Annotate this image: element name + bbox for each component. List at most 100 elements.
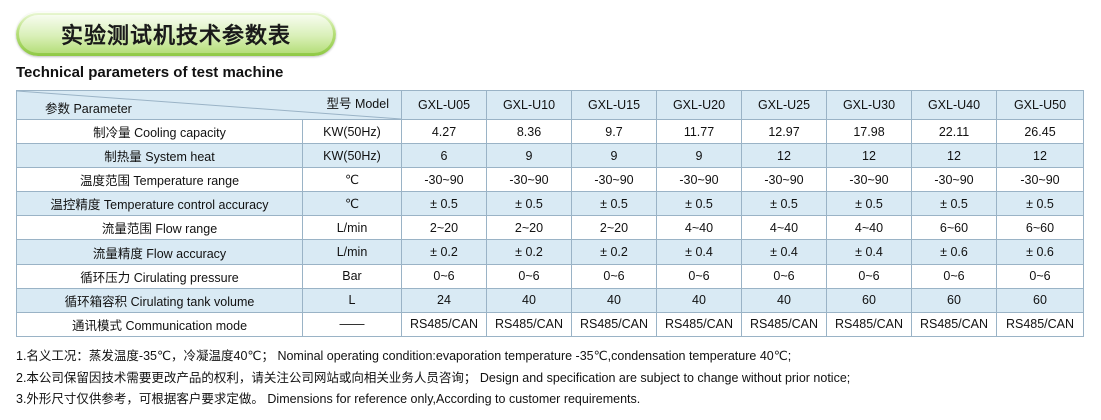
value-cell: 2~20 (401, 215, 487, 241)
title-banner-inner (19, 15, 333, 53)
unit-cell: L/min (302, 215, 402, 241)
value-cell: -30~90 (741, 167, 827, 193)
value-cell: -30~90 (826, 167, 912, 193)
value-cell: 0~6 (656, 263, 742, 289)
value-cell: ± 0.5 (486, 191, 572, 217)
value-cell: 4~40 (826, 215, 912, 241)
value-cell: RS485/CAN (401, 311, 487, 337)
value-cell: ± 0.2 (401, 239, 487, 265)
model-header-cell: GXL-U50 (996, 90, 1084, 120)
value-cell: 0~6 (401, 263, 487, 289)
value-cell: -30~90 (571, 167, 657, 193)
value-cell: 12 (826, 143, 912, 169)
model-header-cell: GXL-U10 (486, 90, 572, 120)
value-cell: 26.45 (996, 118, 1084, 145)
value-cell: 40 (486, 287, 572, 313)
parameter-name-cell: 通讯模式 Communication mode (16, 311, 303, 337)
value-cell: 17.98 (826, 118, 912, 145)
value-cell: 9 (656, 143, 742, 169)
value-cell: 11.77 (656, 118, 742, 145)
value-cell: 40 (656, 287, 742, 313)
unit-cell: L/min (302, 239, 402, 265)
parameter-name-cell: 制热量 System heat (16, 143, 303, 169)
value-cell: 24 (401, 287, 487, 313)
value-cell: 0~6 (996, 263, 1084, 289)
table-row: 制冷量 Cooling capacity KW(50Hz) 4.27 8.36 9.7 1… (16, 118, 1084, 145)
parameter-name-cell: 流量范围 Flow range (16, 215, 303, 241)
value-cell: -30~90 (911, 167, 997, 193)
value-cell: 9 (486, 143, 572, 169)
value-cell: -30~90 (996, 167, 1084, 193)
value-cell: -30~90 (656, 167, 742, 193)
value-cell: ± 0.5 (996, 191, 1084, 217)
model-header-cell: GXL-U20 (656, 90, 742, 120)
value-cell: -30~90 (401, 167, 487, 193)
page-subtitle: Technical parameters of test machine (16, 64, 284, 81)
parameter-name-cell: 流量精度 Flow accuracy (16, 239, 303, 265)
model-header-cell: GXL-U30 (826, 90, 912, 120)
page-title: 实验测试机技术参数表 (60, 24, 291, 49)
table-row: 通讯模式 Communication mode —— RS485/CAN RS485/… (16, 311, 1084, 337)
value-cell: RS485/CAN (571, 311, 657, 337)
model-header-cell: GXL-U15 (571, 90, 657, 120)
note-line: 2.本公司保留因技术需要更改产品的权利，请关注公司网站或向相关业务人员咨询； D… (16, 370, 851, 385)
value-cell: 6~60 (996, 215, 1084, 241)
model-header-label: 型号 Model (326, 97, 389, 111)
value-cell: 12 (911, 143, 997, 169)
parameters-table-body: 型号 Model 参数 Parameter GXL-U05 GXL-U10 GXL-U1… (16, 90, 1084, 337)
value-cell: RS485/CAN (911, 311, 997, 337)
value-cell: 60 (996, 287, 1084, 313)
value-cell: ± 0.2 (571, 239, 657, 265)
unit-cell: Bar (302, 263, 402, 289)
unit-cell: L (302, 287, 402, 313)
value-cell: 0~6 (826, 263, 912, 289)
value-cell: ± 0.4 (741, 239, 827, 265)
value-cell: ± 0.5 (911, 191, 997, 217)
unit-cell: —— (302, 311, 402, 337)
value-cell: 60 (826, 287, 912, 313)
value-cell: ± 0.5 (401, 191, 487, 217)
note-line: 1.名义工况：蒸发温度-35℃，冷凝温度40℃； Nominal operati… (16, 349, 792, 363)
value-cell: 6 (401, 143, 487, 169)
parameter-name-cell: 温度范围 Temperature range (16, 167, 303, 193)
header-corner-cell: 型号 Model 参数 Parameter (16, 90, 402, 120)
value-cell: ± 0.5 (571, 191, 657, 217)
value-cell: 22.11 (911, 118, 997, 145)
value-cell: ± 0.5 (656, 191, 742, 217)
unit-cell: ℃ (302, 191, 402, 217)
title-banner: 实验测试机技术参数表 (16, 12, 336, 56)
unit-cell: KW(50Hz) (302, 118, 402, 145)
model-header-cell: GXL-U40 (911, 90, 997, 120)
value-cell: RS485/CAN (656, 311, 742, 337)
note-line: 3.外形尺寸仅供参考，可根据客户要求定做。 Dimensions for ref… (16, 392, 641, 406)
unit-cell: ℃ (302, 167, 402, 193)
value-cell: RS485/CAN (486, 311, 572, 337)
value-cell: 6~60 (911, 215, 997, 241)
value-cell: ± 0.4 (826, 239, 912, 265)
value-cell: 0~6 (741, 263, 827, 289)
parameter-name-cell: 循环压力 Cirulating pressure (16, 263, 303, 289)
value-cell: RS485/CAN (826, 311, 912, 337)
value-cell: 9 (571, 143, 657, 169)
parameter-header-label: 参数 Parameter (45, 102, 132, 116)
value-cell: RS485/CAN (741, 311, 827, 337)
table-row: 流量精度 Flow accuracy L/min ± 0.2 ± 0.2 ± 0.2 ± … (16, 239, 1084, 265)
value-cell: 9.7 (571, 118, 657, 145)
value-cell: 4.27 (401, 118, 487, 145)
table-row: 温度范围 Temperature range ℃ -30~90 -30~90 -30~9… (16, 167, 1084, 193)
model-header-cell: GXL-U05 (401, 90, 487, 120)
table-row: 循环压力 Cirulating pressure Bar 0~6 0~6 0~6 0~6 0… (16, 263, 1084, 289)
value-cell: -30~90 (486, 167, 572, 193)
value-cell: 40 (741, 287, 827, 313)
value-cell: ± 0.5 (741, 191, 827, 217)
value-cell: 0~6 (486, 263, 572, 289)
table-header-row: 型号 Model 参数 Parameter GXL-U05 GXL-U10 GXL-U1… (16, 90, 1084, 120)
value-cell: 2~20 (571, 215, 657, 241)
table-row: 流量范围 Flow range L/min 2~20 2~20 2~20 4~40 4~40… (16, 215, 1084, 241)
diagonal-divider (17, 91, 401, 119)
table-row: 循环箱容积 Cirulating tank volume L 24 40 40 40 40 6… (16, 287, 1084, 313)
value-cell: 4~40 (741, 215, 827, 241)
value-cell: ± 0.2 (486, 239, 572, 265)
value-cell: 60 (911, 287, 997, 313)
table-row: 制热量 System heat KW(50Hz) 6 9 9 9 12 12 12 12 (16, 143, 1084, 169)
